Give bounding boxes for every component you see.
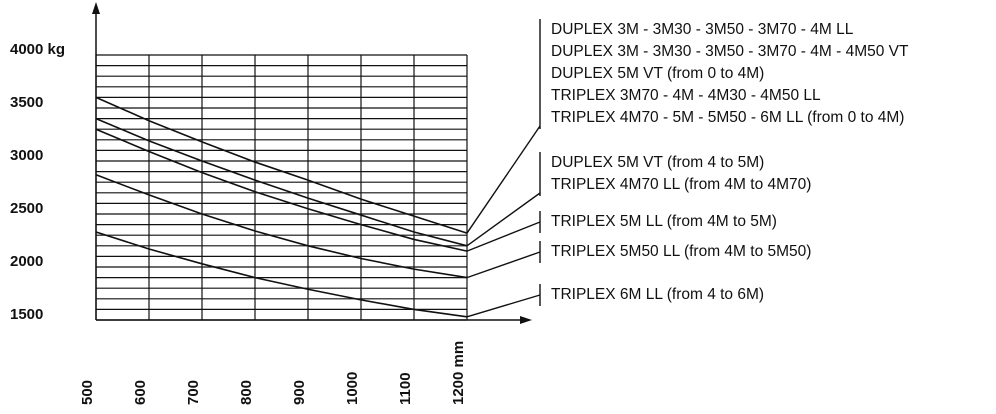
legend-label: DUPLEX 3M - 3M30 - 3M50 - 3M70 - 4M LL bbox=[551, 21, 854, 38]
legend-label: TRIPLEX 4M70 LL (from 4M to 4M70) bbox=[551, 176, 811, 193]
leader-line bbox=[466, 221, 541, 252]
legend-label: TRIPLEX 5M50 LL (from 4M to 5M50) bbox=[551, 243, 811, 260]
legend-label: TRIPLEX 3M70 - 4M - 4M30 - 4M50 LL bbox=[551, 87, 821, 104]
curve bbox=[95, 96, 468, 234]
curve bbox=[95, 174, 468, 279]
y-axis-arrow bbox=[92, 2, 100, 14]
legend-label: DUPLEX 5M VT (from 0 to 4M) bbox=[551, 65, 764, 82]
legend-label: DUPLEX 5M VT (from 4 to 5M) bbox=[551, 154, 764, 171]
x-tick-label: 1000 bbox=[344, 372, 361, 405]
leader-line bbox=[466, 251, 541, 279]
y-tick-label: 4000 kg bbox=[10, 41, 65, 58]
x-tick-label: 700 bbox=[185, 380, 202, 405]
x-tick-label: 1100 bbox=[397, 372, 414, 405]
leader-line bbox=[466, 294, 541, 318]
curve bbox=[95, 128, 468, 252]
legend-label: DUPLEX 3M - 3M30 - 3M50 - 3M70 - 4M - 4M… bbox=[551, 43, 909, 60]
x-tick-label: 800 bbox=[238, 380, 255, 405]
legend-label: TRIPLEX 4M70 - 5M - 5M50 - 6M LL (from 0… bbox=[551, 109, 904, 126]
y-tick-label: 3500 bbox=[10, 94, 43, 111]
leader-line bbox=[466, 125, 541, 234]
y-tick-label: 3000 bbox=[10, 147, 43, 164]
x-axis-arrow bbox=[520, 316, 532, 324]
legend-label: TRIPLEX 6M LL (from 4 to 6M) bbox=[551, 286, 764, 303]
x-tick-label: 900 bbox=[291, 380, 308, 405]
curve bbox=[95, 231, 468, 318]
x-tick-label: 600 bbox=[132, 380, 149, 405]
x-tick-label: 500 bbox=[79, 380, 96, 405]
curve bbox=[95, 117, 468, 247]
y-tick-label: 1500 bbox=[10, 306, 43, 323]
legend-label: TRIPLEX 5M LL (from 4M to 5M) bbox=[551, 213, 777, 230]
y-tick-label: 2000 bbox=[10, 253, 43, 270]
y-tick-label: 2500 bbox=[10, 200, 43, 217]
x-tick-label: 1200 mm bbox=[450, 341, 467, 405]
leader-line bbox=[466, 192, 541, 247]
